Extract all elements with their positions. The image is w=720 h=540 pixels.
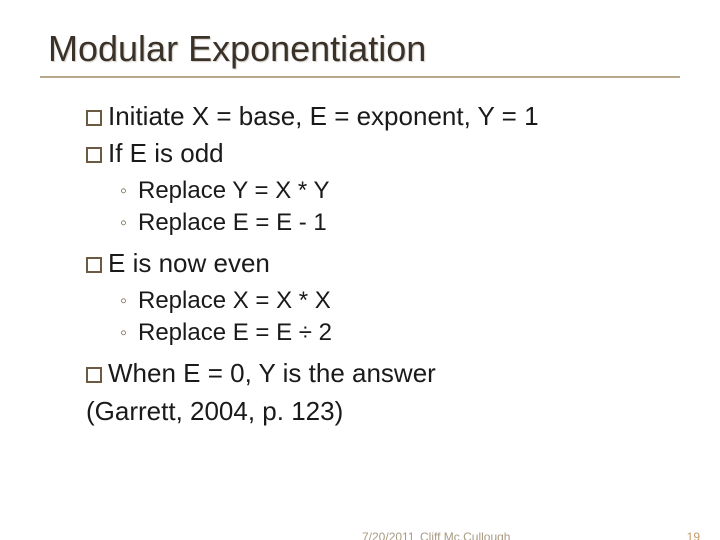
sub-list-odd: ◦Replace Y = X * Y ◦Replace E = E - 1 xyxy=(86,175,672,240)
footer-date: 7/20/2011 xyxy=(362,530,415,540)
square-bullet-icon xyxy=(86,257,102,273)
sub-text: Replace X = X * X xyxy=(138,287,331,314)
footer-author: Cliff Mc.Cullough xyxy=(420,530,510,540)
square-bullet-icon xyxy=(86,110,102,126)
bullet-answer: When E = 0, Y is the answer xyxy=(86,357,672,390)
square-bullet-icon xyxy=(86,367,102,383)
sub-item: ◦Replace E = E ÷ 2 xyxy=(120,317,672,349)
sub-item: ◦Replace Y = X * Y xyxy=(120,175,672,207)
ring-bullet-icon: ◦ xyxy=(120,210,138,237)
ring-bullet-icon: ◦ xyxy=(120,178,138,205)
slide-title: Modular Exponentiation xyxy=(48,28,672,70)
bullet-now-even: E is now even xyxy=(86,247,672,280)
bullet-text: E is now even xyxy=(108,248,270,278)
ring-bullet-icon: ◦ xyxy=(120,320,138,347)
slide-container: Modular Exponentiation Initiate X = base… xyxy=(0,0,720,540)
sub-list-even: ◦Replace X = X * X ◦Replace E = E ÷ 2 xyxy=(86,285,672,350)
bullet-text: Initiate X = base, E = exponent, Y = 1 xyxy=(108,101,539,131)
sub-text: Replace E = E ÷ 2 xyxy=(138,319,332,346)
bullet-initiate: Initiate X = base, E = exponent, Y = 1 xyxy=(86,100,672,133)
bullet-text: When E = 0, Y is the answer xyxy=(108,358,436,388)
content-area: Initiate X = base, E = exponent, Y = 1 I… xyxy=(48,100,672,428)
bullet-text: If E is odd xyxy=(108,138,224,168)
footer-page-number: 19 xyxy=(687,530,700,540)
citation-text: (Garrett, 2004, p. 123) xyxy=(86,395,672,429)
sub-text: Replace Y = X * Y xyxy=(138,177,329,204)
sub-text: Replace E = E - 1 xyxy=(138,209,327,236)
square-bullet-icon xyxy=(86,147,102,163)
sub-item: ◦Replace E = E - 1 xyxy=(120,207,672,239)
ring-bullet-icon: ◦ xyxy=(120,288,138,315)
bullet-if-odd: If E is odd xyxy=(86,137,672,170)
sub-item: ◦Replace X = X * X xyxy=(120,285,672,317)
title-underline xyxy=(40,76,680,78)
